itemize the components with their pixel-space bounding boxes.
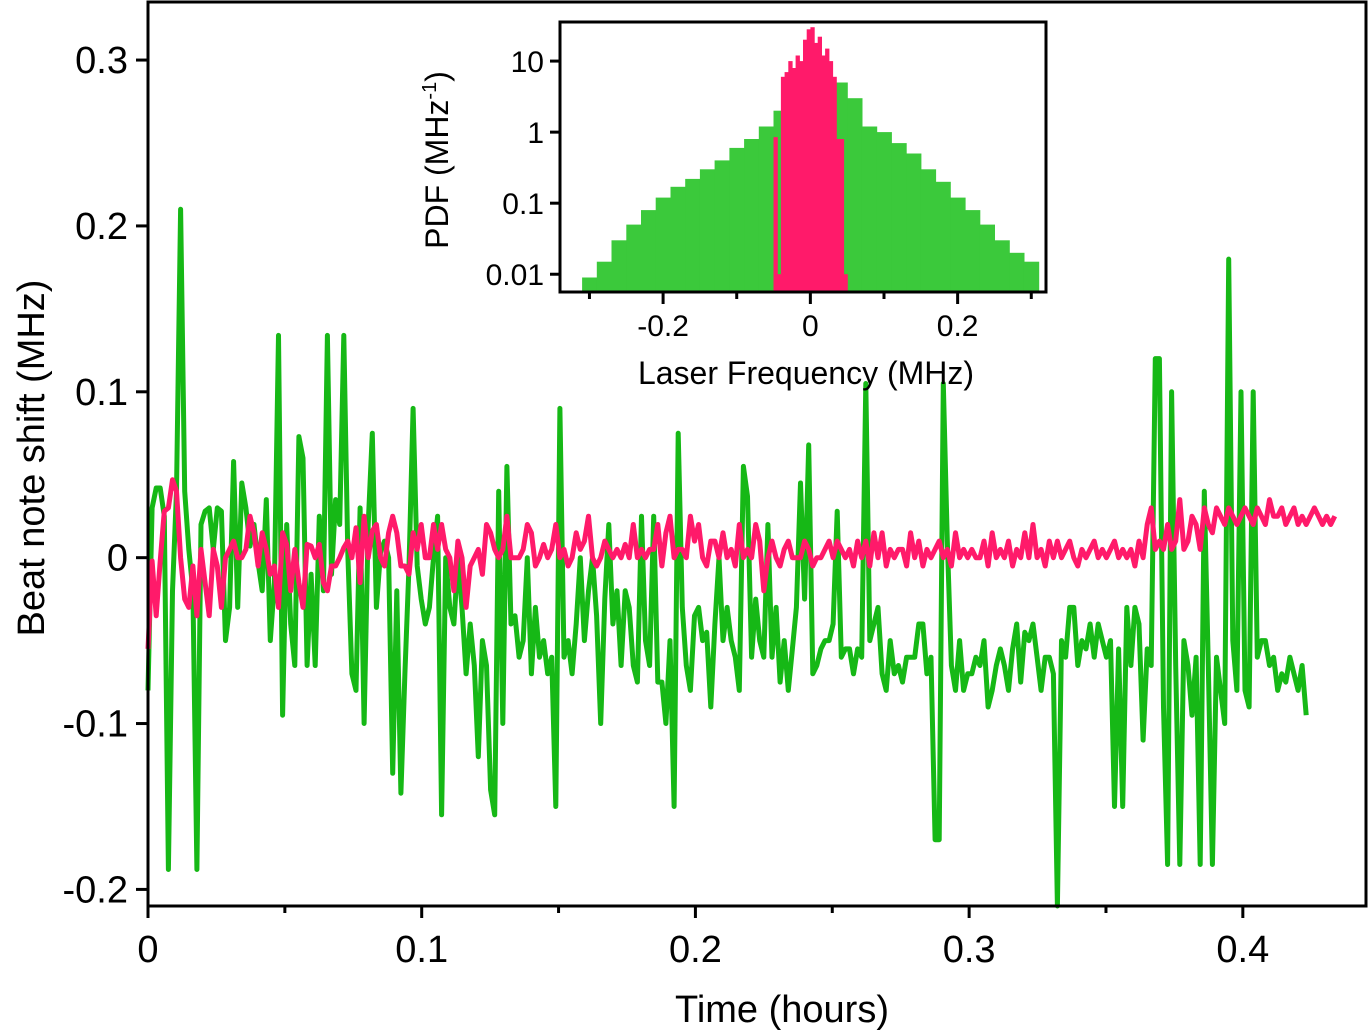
inset-bar-0 — [596, 261, 613, 292]
inset-bar-0 — [744, 139, 760, 292]
main-x-ticks: 0 0.1 0.2 0.3 0.4 — [137, 906, 1269, 971]
inset-bar-1 — [773, 137, 778, 292]
inset-bar-0 — [699, 169, 716, 292]
main-x-tick-label: 0.1 — [395, 929, 448, 971]
inset-y-axis-label: PDF (MHz-1) — [419, 71, 455, 249]
inset-bar-1 — [825, 48, 830, 292]
main-y-axis-label: Beat note shift (MHz) — [11, 280, 53, 637]
main-series-group — [145, 206, 1338, 909]
main-series-line-0 — [145, 206, 1309, 909]
inset-bar-1 — [836, 139, 841, 292]
main-x-tick-label: 0.2 — [669, 929, 722, 971]
inset-y-axis-label-close: ) — [419, 71, 455, 82]
inset-x-tick-label: 0 — [802, 310, 819, 343]
inset-bar-1 — [814, 42, 819, 293]
main-chart: 0 0.1 0.2 0.3 0.4 -0.2 -0.1 0 0.1 0.2 0.3 Time (h… — [11, 0, 1368, 1031]
inset-bar-0 — [876, 132, 892, 292]
inset-bar-0 — [891, 143, 907, 292]
inset-bar-0 — [641, 210, 657, 292]
inset-bar-0 — [965, 210, 981, 292]
inset-bar-0 — [582, 277, 598, 292]
inset-bar-0 — [979, 224, 995, 292]
inset-bar-0 — [626, 224, 642, 292]
main-y-tick-label: 0.2 — [75, 206, 128, 248]
inset-x-tick-label: -0.2 — [637, 310, 689, 343]
inset-bar-1 — [817, 36, 822, 293]
main-plot-frame — [146, 0, 1368, 908]
inset-bar-0 — [994, 240, 1010, 292]
inset-bar-0 — [758, 126, 775, 292]
inset-bars-group — [582, 27, 1040, 293]
inset-bar-1 — [832, 76, 837, 292]
main-y-tick-label: -0.2 — [63, 869, 128, 911]
inset-bar-1 — [788, 61, 793, 292]
main-x-axis-label: Time (hours) — [675, 989, 889, 1031]
main-x-tick-label: 0.3 — [943, 929, 996, 971]
inset-bar-0 — [611, 240, 627, 292]
inset-bar-0 — [655, 197, 671, 292]
main-y-ticks: -0.2 -0.1 0 0.1 0.2 0.3 — [63, 40, 148, 911]
main-y-tick-label: 0 — [107, 538, 128, 580]
inset-y-axis-label-main: PDF (MHz — [419, 100, 455, 249]
inset-y-ticks: 0.01 0.1 1 10 — [486, 46, 560, 292]
inset-bar-0 — [950, 197, 966, 292]
main-y-tick-label: -0.1 — [63, 704, 128, 746]
inset-bar-0 — [670, 186, 686, 292]
inset-bar-0 — [847, 98, 863, 292]
inset-bar-1 — [784, 72, 789, 292]
inset-y-tick-label: 1 — [527, 117, 544, 150]
inset-bar-1 — [828, 61, 834, 292]
inset-y-tick-label: 0.01 — [486, 259, 544, 292]
main-x-tick-label: 0.4 — [1216, 929, 1269, 971]
inset-bar-1 — [803, 39, 808, 293]
inset-bar-0 — [729, 147, 745, 292]
main-series-line-1 — [145, 477, 1338, 650]
inset-x-axis-label: Laser Frequency (MHz) — [638, 355, 974, 391]
inset-bar-0 — [714, 160, 730, 292]
inset-x-tick-label: 0.2 — [937, 310, 979, 343]
inset-histogram: -0.2 0 0.2 0.01 0.1 1 10 Laser Frequency (MHz… — [419, 20, 1048, 391]
inset-y-tick-label: 10 — [511, 46, 544, 79]
inset-bar-0 — [685, 178, 701, 292]
inset-bar-0 — [935, 181, 951, 292]
inset-bar-0 — [1009, 252, 1025, 292]
inset-bar-0 — [920, 169, 937, 292]
inset-bar-1 — [821, 55, 826, 292]
inset-y-tick-label: 0.1 — [502, 188, 544, 221]
inset-y-axis-label-sup: -1 — [419, 82, 441, 100]
inset-bar-1 — [799, 61, 804, 292]
main-y-tick-label: 0.1 — [75, 372, 128, 414]
inset-bar-0 — [1023, 261, 1040, 292]
main-y-tick-label: 0.3 — [75, 40, 128, 82]
inset-bar-0 — [861, 126, 878, 292]
inset-bar-1 — [777, 274, 782, 292]
main-x-tick-label: 0 — [137, 929, 158, 971]
inset-plot-frame — [558, 20, 1048, 294]
inset-bar-1 — [839, 139, 845, 292]
inset-bar-0 — [906, 153, 922, 292]
inset-bar-1 — [780, 76, 786, 292]
inset-bar-1 — [843, 274, 848, 292]
inset-bar-1 — [795, 55, 800, 292]
inset-bar-1 — [792, 68, 797, 292]
inset-bar-1 — [806, 29, 811, 293]
inset-x-ticks: -0.2 0 0.2 — [587, 292, 1033, 343]
inset-bar-1 — [810, 27, 815, 292]
